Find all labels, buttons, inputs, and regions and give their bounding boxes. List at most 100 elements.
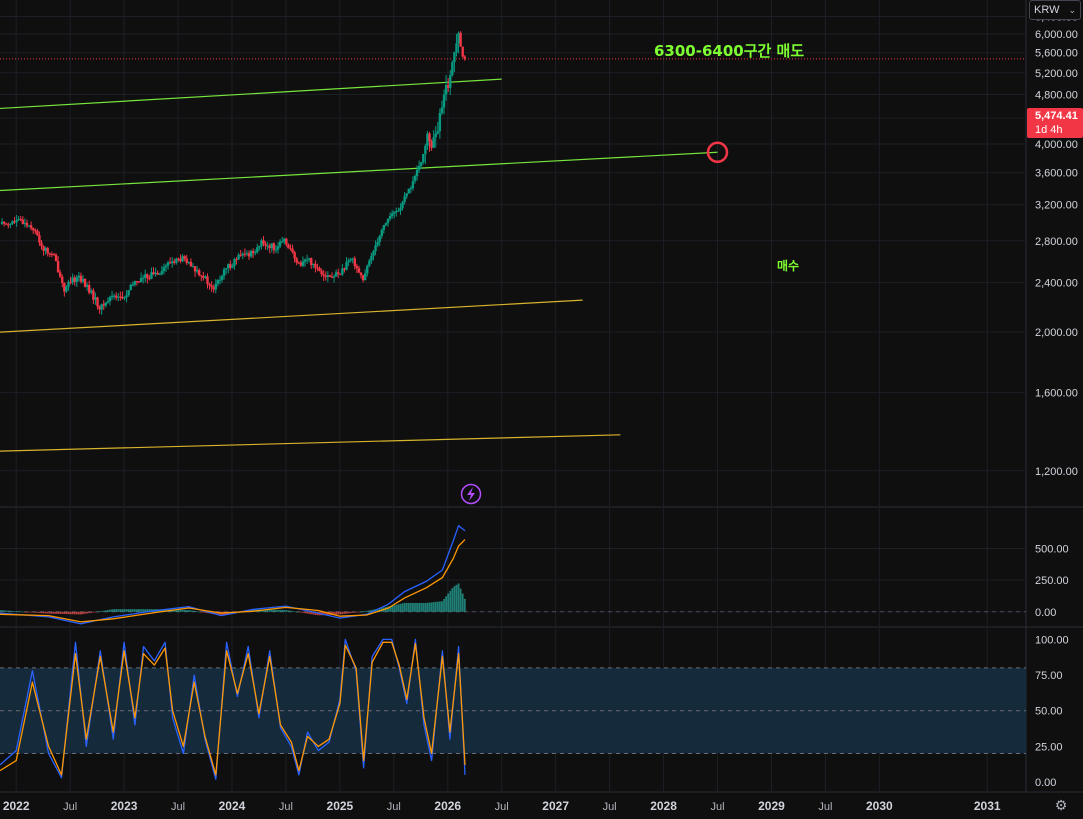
macd-series-line[interactable] bbox=[0, 524, 466, 625]
candle[interactable] bbox=[148, 275, 151, 281]
macd-series-line[interactable] bbox=[0, 539, 466, 623]
candle[interactable] bbox=[131, 281, 134, 287]
candle[interactable] bbox=[291, 244, 294, 254]
candle[interactable] bbox=[154, 267, 157, 277]
candle[interactable] bbox=[102, 300, 105, 311]
trend-line[interactable] bbox=[0, 151, 718, 192]
candle[interactable] bbox=[324, 271, 327, 281]
candle[interactable] bbox=[451, 60, 454, 77]
candle[interactable] bbox=[204, 275, 207, 279]
candle[interactable] bbox=[139, 272, 143, 283]
candle[interactable] bbox=[38, 231, 41, 246]
candle[interactable] bbox=[420, 161, 423, 169]
lightning-icon[interactable] bbox=[460, 483, 482, 505]
candle[interactable] bbox=[268, 243, 271, 254]
candle[interactable] bbox=[123, 296, 126, 301]
candle[interactable] bbox=[384, 222, 388, 227]
candle[interactable] bbox=[241, 252, 244, 260]
candle[interactable] bbox=[256, 243, 259, 254]
currency-selector[interactable]: KRW ⌄ bbox=[1029, 0, 1081, 20]
candle[interactable] bbox=[434, 125, 437, 148]
candle[interactable] bbox=[222, 267, 226, 280]
candle[interactable] bbox=[449, 70, 452, 96]
candle[interactable] bbox=[287, 243, 290, 249]
candle[interactable] bbox=[334, 269, 338, 277]
candle[interactable] bbox=[133, 280, 137, 287]
candle[interactable] bbox=[247, 250, 251, 260]
candle[interactable] bbox=[114, 292, 118, 301]
candle[interactable] bbox=[330, 272, 334, 279]
candle[interactable] bbox=[280, 236, 284, 244]
candle[interactable] bbox=[310, 257, 313, 269]
candle[interactable] bbox=[135, 280, 139, 286]
candle[interactable] bbox=[21, 216, 25, 225]
target-circle[interactable] bbox=[706, 141, 729, 164]
candle[interactable] bbox=[218, 275, 222, 285]
candle[interactable] bbox=[343, 267, 346, 273]
candle[interactable] bbox=[355, 263, 359, 274]
candle[interactable] bbox=[156, 270, 159, 275]
candle[interactable] bbox=[197, 268, 201, 277]
candle[interactable] bbox=[69, 276, 72, 285]
candle[interactable] bbox=[202, 271, 205, 281]
candle[interactable] bbox=[11, 220, 14, 225]
candle[interactable] bbox=[417, 160, 421, 173]
candle[interactable] bbox=[117, 293, 120, 302]
candle[interactable] bbox=[42, 245, 45, 256]
candle[interactable] bbox=[307, 257, 311, 263]
candle[interactable] bbox=[413, 174, 417, 184]
candle[interactable] bbox=[457, 31, 460, 54]
candle[interactable] bbox=[193, 266, 197, 277]
candle[interactable] bbox=[397, 207, 400, 212]
candle[interactable] bbox=[432, 130, 435, 149]
candle[interactable] bbox=[146, 273, 149, 284]
candle[interactable] bbox=[110, 290, 114, 301]
candle[interactable] bbox=[283, 237, 286, 245]
candle[interactable] bbox=[345, 257, 348, 271]
candle[interactable] bbox=[436, 121, 440, 135]
candle[interactable] bbox=[15, 215, 18, 227]
candle[interactable] bbox=[332, 274, 336, 283]
candle[interactable] bbox=[297, 261, 300, 264]
candle[interactable] bbox=[112, 293, 116, 300]
candle[interactable] bbox=[220, 274, 224, 283]
candle[interactable] bbox=[65, 285, 68, 294]
candle[interactable] bbox=[231, 263, 234, 269]
candle[interactable] bbox=[46, 246, 49, 257]
candle[interactable] bbox=[363, 269, 367, 281]
candle[interactable] bbox=[27, 225, 31, 228]
candle[interactable] bbox=[227, 263, 230, 274]
candle[interactable] bbox=[295, 256, 298, 266]
candle[interactable] bbox=[206, 273, 209, 289]
candle[interactable] bbox=[173, 258, 176, 265]
candle[interactable] bbox=[119, 291, 122, 301]
candle[interactable] bbox=[378, 234, 381, 247]
candle[interactable] bbox=[166, 260, 170, 270]
candle[interactable] bbox=[171, 256, 174, 268]
candle[interactable] bbox=[349, 257, 352, 263]
candle[interactable] bbox=[266, 241, 269, 251]
candle[interactable] bbox=[40, 240, 43, 250]
candle[interactable] bbox=[25, 219, 29, 229]
candle[interactable] bbox=[92, 288, 95, 305]
candle[interactable] bbox=[61, 274, 64, 288]
candle[interactable] bbox=[359, 272, 363, 279]
candle[interactable] bbox=[409, 185, 413, 194]
candle[interactable] bbox=[23, 218, 27, 228]
candle[interactable] bbox=[314, 260, 317, 273]
candle[interactable] bbox=[73, 275, 76, 286]
candle[interactable] bbox=[54, 253, 58, 262]
candle[interactable] bbox=[34, 228, 37, 235]
candle[interactable] bbox=[461, 46, 464, 58]
candle[interactable] bbox=[380, 228, 383, 239]
candle[interactable] bbox=[75, 275, 78, 288]
candle[interactable] bbox=[13, 216, 16, 224]
candle[interactable] bbox=[405, 193, 408, 199]
candle[interactable] bbox=[258, 245, 261, 251]
candle[interactable] bbox=[36, 228, 39, 237]
candle[interactable] bbox=[29, 221, 33, 231]
candle[interactable] bbox=[299, 260, 303, 267]
candle[interactable] bbox=[424, 143, 427, 165]
candle[interactable] bbox=[459, 31, 462, 47]
candle[interactable] bbox=[229, 260, 232, 271]
